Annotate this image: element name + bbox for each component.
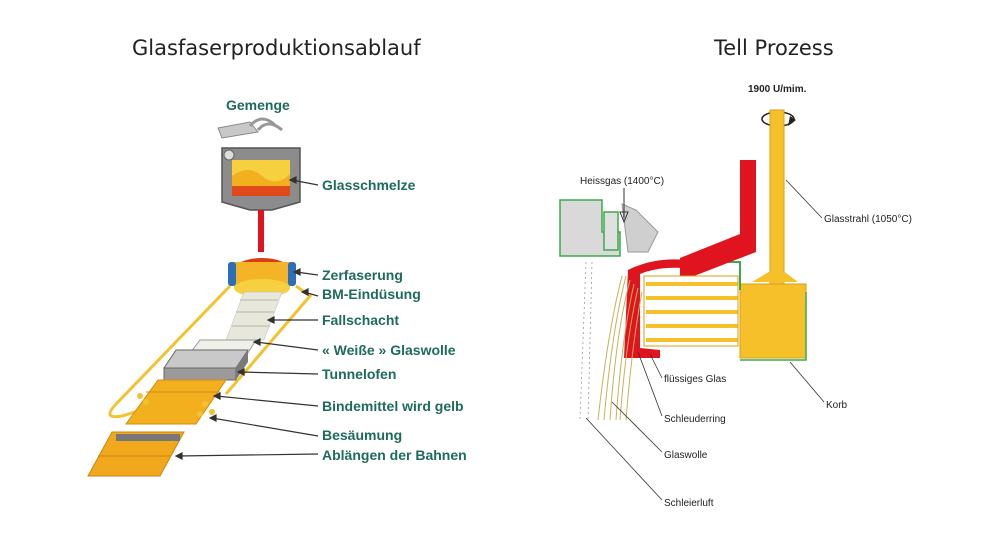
label-fallschacht: Fallschacht [322, 312, 400, 328]
glass-wool-fibres [597, 275, 643, 421]
label-schleuderring: Schleuderring [664, 414, 726, 425]
binder-droplets [137, 393, 215, 417]
batch-feeder-icon [217, 117, 283, 139]
label-flussiges-glas: flüssiges Glas [664, 374, 727, 385]
label-glasstrahl: Glasstrahl (1050°C) [824, 214, 912, 225]
left-arrows [174, 176, 319, 460]
right-leader-lines [585, 179, 825, 501]
glass-stream-shaft [769, 109, 785, 287]
label-besaumung: Besäumung [322, 427, 403, 443]
left-diagram-title: Glasfaserproduktionsablauf [132, 36, 421, 60]
label-zerfaserung: Zerfaserung [322, 267, 403, 283]
cutting-blade [116, 434, 180, 441]
label-gemenge: Gemenge [226, 97, 290, 113]
basket-korb [739, 283, 807, 359]
label-weisse-glaswolle: « Weiße » Glaswolle [322, 342, 456, 358]
label-bindemittel: Bindemittel wird gelb [322, 398, 464, 414]
tunnel-oven-icon [163, 349, 249, 381]
hot-gas-burner [680, 160, 756, 276]
liquid-glass [624, 270, 660, 358]
label-glasschmelze: Glasschmelze [322, 177, 416, 193]
label-heissgas: Heissgas (1400°C) [580, 176, 665, 187]
furnace-icon [221, 147, 301, 211]
label-ablangen: Ablängen der Bahnen [322, 447, 467, 463]
label-bm-eindusung: BM-Eindüsung [322, 286, 421, 302]
spinner-icon [228, 258, 296, 297]
label-schleierluft: Schleierluft [664, 498, 714, 509]
right-diagram-title: Tell Prozess [714, 36, 834, 60]
veil-air-lines [579, 261, 593, 421]
label-korb: Korb [826, 400, 848, 411]
label-rpm: 1900 U/mim. [748, 84, 807, 95]
spinner-ring-fins [646, 282, 738, 342]
glass-stream [258, 210, 264, 252]
label-tunnelofen: Tunnelofen [322, 366, 397, 382]
label-glaswolle: Glaswolle [664, 450, 708, 461]
